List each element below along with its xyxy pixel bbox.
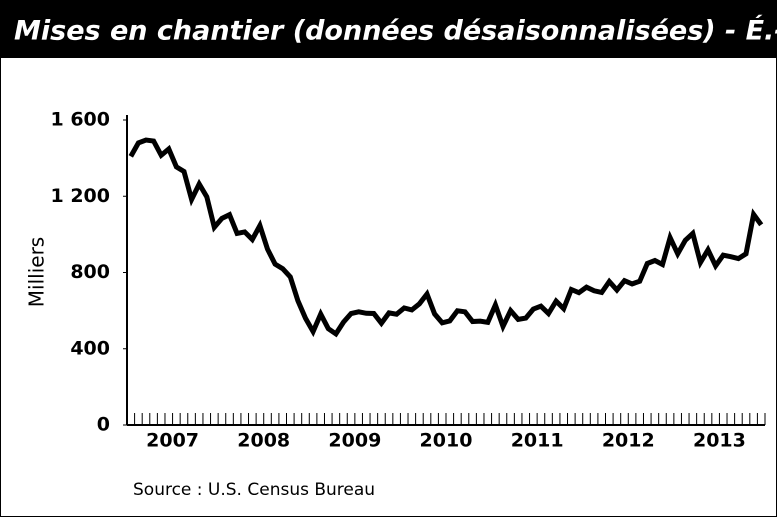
chart-title: Mises en chantier (données désaisonnalis… [14,15,777,47]
y-tick-label: 0 [97,414,110,436]
data-line [128,137,764,338]
x-tick-label: 2007 [146,430,199,452]
x-tick-label: 2008 [237,430,290,452]
title-bar [0,0,777,58]
y-tick-label: 1 600 [51,109,111,131]
y-axis-label: Milliers [25,237,49,307]
x-tick-label: 2013 [693,430,746,452]
x-tick-label: 2012 [602,430,655,452]
x-tick-label: 2011 [511,430,564,452]
y-tick-label: 1 200 [51,185,111,207]
y-tick-label: 800 [70,261,110,283]
source: Source : U.S. Census Bureau [133,480,375,500]
x-tick-label: 2010 [420,430,473,452]
x-tick-label: 2009 [328,430,381,452]
y-tick-label: 400 [70,337,110,359]
